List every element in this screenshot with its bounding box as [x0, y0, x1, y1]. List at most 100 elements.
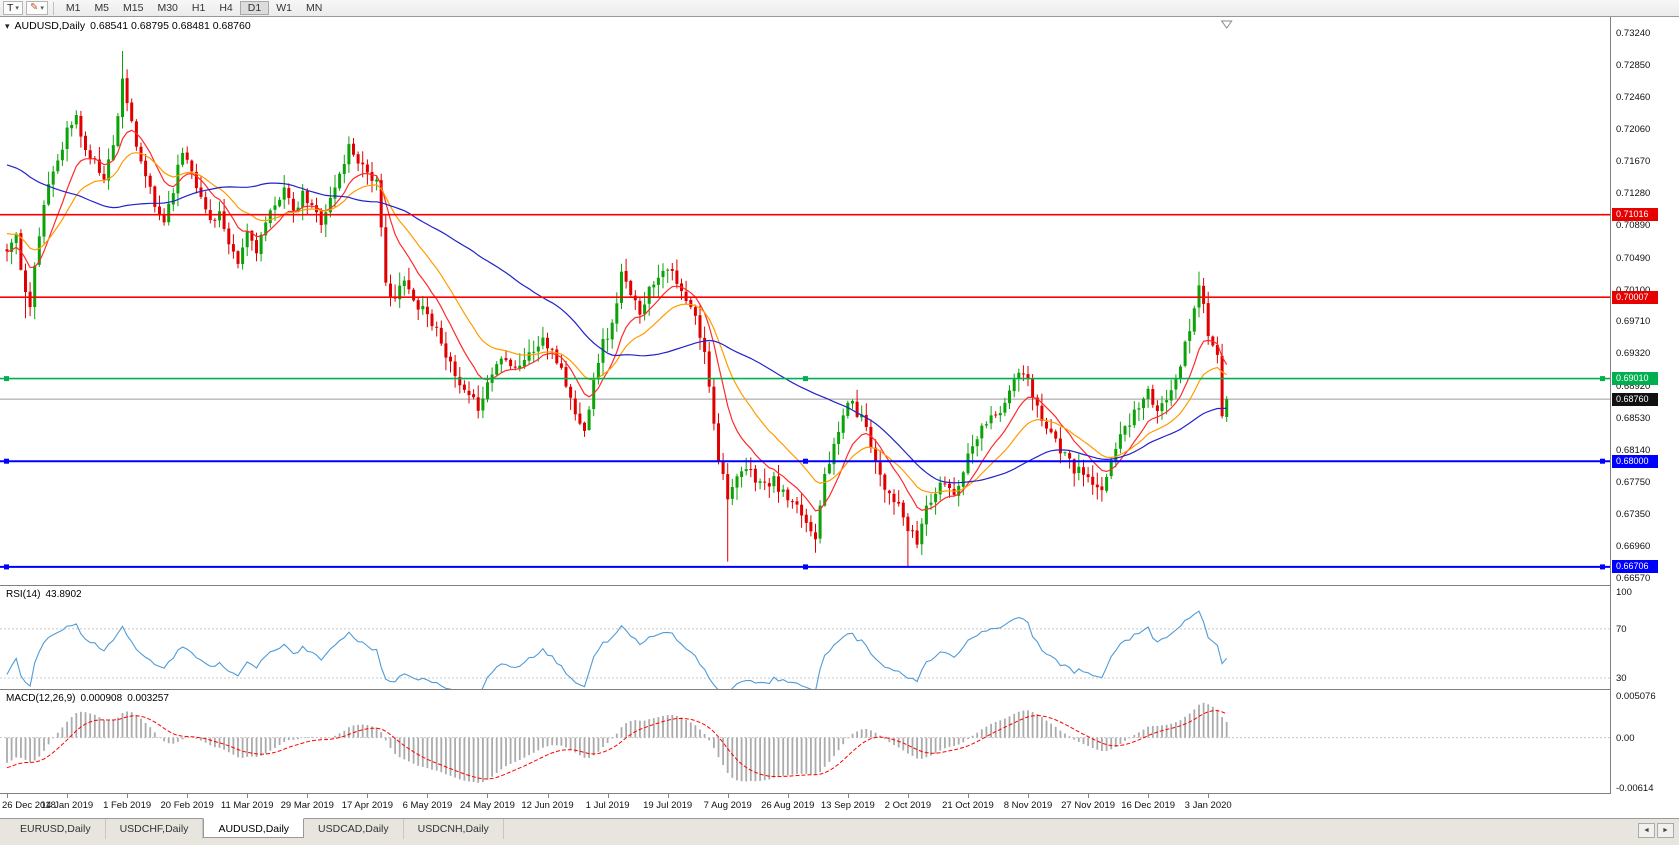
timeframe-button-D1[interactable]: D1 — [239, 1, 270, 15]
price-axis: 0.73240 0.72850 0.72460 0.72060 0.71670 0.712… — [1610, 17, 1679, 794]
time-tick-mark — [547, 794, 549, 798]
chart-ohlc-readout: 0.68541 0.68795 0.68481 0.68760 — [90, 20, 251, 32]
rsi-line — [6, 610, 1228, 689]
chart-tab-audusd[interactable]: AUDUSD,Daily — [203, 818, 305, 838]
hline-handle[interactable] — [1600, 564, 1605, 570]
macd-tick-label: 0.005076 — [1616, 691, 1656, 702]
price-tick-label: 0.67750 — [1616, 476, 1651, 488]
time-tick-mark — [847, 794, 849, 798]
time-label: 3 Jan 2020 — [1184, 800, 1232, 811]
tab-scroll-right-button[interactable]: ► — [1657, 823, 1674, 838]
dropdown-caret-icon: ▾ — [15, 4, 19, 12]
timeframe-button-MN[interactable]: MN — [305, 1, 323, 14]
panel-separator — [0, 793, 1679, 794]
time-tick-mark — [1148, 794, 1150, 798]
time-label: 17 Apr 2019 — [341, 800, 393, 811]
timeframe-button-M5[interactable]: M5 — [94, 1, 110, 14]
text-tool-label: T — [7, 2, 14, 14]
time-tick-mark — [1208, 794, 1210, 798]
time-tick-mark — [247, 794, 249, 798]
time-label: 13 Sep 2019 — [820, 800, 875, 811]
time-tick-mark — [907, 794, 909, 798]
text-tool-button[interactable]: T ▾ — [3, 1, 23, 15]
rsi-chart-canvas[interactable] — [0, 586, 1610, 689]
timeframe-button-M30[interactable]: M30 — [157, 1, 178, 14]
price-tick-label: 0.66960 — [1616, 541, 1651, 553]
tab-scroll-controls: ◄ ► — [1638, 823, 1674, 838]
time-label: 21 Oct 2019 — [942, 800, 994, 811]
time-tick-mark — [1028, 794, 1030, 798]
time-tick-mark — [127, 794, 129, 798]
rsi-tick-label: 30 — [1616, 673, 1627, 684]
macd-chart-canvas[interactable] — [0, 690, 1610, 793]
drawing-tool-button[interactable]: ✎ ▾ — [25, 1, 48, 15]
panel-separator[interactable] — [0, 689, 1679, 690]
price-tick-label: 0.73240 — [1616, 28, 1651, 39]
time-tick-mark — [427, 794, 429, 798]
rsi-tick-label: 100 — [1616, 587, 1632, 598]
time-label: 26 Aug 2019 — [761, 800, 815, 811]
chart-tab-bar: EURUSD,Daily USDCHF,Daily AUDUSD,Daily USDC… — [0, 818, 1679, 845]
time-tick-mark — [1088, 794, 1090, 798]
rsi-tick-label: 70 — [1616, 623, 1627, 635]
hline-handle[interactable] — [4, 376, 9, 382]
time-tick-mark — [7, 794, 8, 798]
time-label: 2 Oct 2019 — [884, 800, 932, 811]
price-tick-label: 0.72060 — [1616, 124, 1651, 136]
timeframe-button-H1[interactable]: H1 — [191, 1, 206, 14]
timeframe-button-M15[interactable]: M15 — [123, 1, 144, 14]
hline-handle[interactable] — [4, 458, 9, 464]
time-label: 7 Aug 2019 — [703, 800, 752, 811]
time-axis: 26 Dec 2018 14 Jan 2019 1 Feb 2019 20 Feb 2… — [0, 794, 1679, 818]
rsi-name: RSI(14) — [6, 589, 41, 600]
timeframe-button-W1[interactable]: W1 — [276, 1, 292, 14]
hline-handle[interactable] — [803, 458, 808, 464]
pencil-icon: ✎ — [29, 2, 39, 13]
tab-scroll-left-button[interactable]: ◄ — [1638, 823, 1655, 838]
moving-average-line-1 — [6, 152, 1227, 494]
time-label: 11 Mar 2019 — [220, 800, 274, 811]
timeframe-button-M1[interactable]: M1 — [65, 1, 81, 14]
chart-shift-marker[interactable] — [1220, 20, 1233, 29]
chart-tab-usdcad[interactable]: USDCAD,Daily — [304, 819, 404, 839]
hline-handle[interactable] — [1600, 458, 1605, 464]
time-tick-mark — [187, 794, 189, 798]
price-badge-0.68760: 0.68760 — [1612, 392, 1658, 406]
time-tick-mark — [787, 794, 789, 798]
chart-tab-usdcnh[interactable]: USDCNH,Daily — [404, 819, 504, 839]
macd-main-value: 0.000908 — [80, 693, 123, 704]
price-badge-0.70007: 0.70007 — [1612, 290, 1658, 304]
price-badge-0.66706: 0.66706 — [1612, 560, 1658, 574]
price-tick-label: 0.70490 — [1616, 252, 1651, 264]
time-label: 24 May 2019 — [460, 800, 515, 811]
time-label: 26 Dec 2018 — [2, 800, 56, 811]
time-label: 19 Jul 2019 — [643, 800, 693, 811]
panel-separator[interactable] — [0, 585, 1679, 586]
timeframe-button-H4[interactable]: H4 — [219, 1, 233, 14]
time-label: 6 May 2019 — [402, 800, 453, 811]
price-badge-0.69010: 0.69010 — [1612, 372, 1658, 386]
rsi-indicator-label: RSI(14) 43.8902 — [6, 589, 87, 600]
hline-handle[interactable] — [803, 564, 808, 570]
time-tick-mark — [967, 794, 969, 798]
price-badge-0.71016: 0.71016 — [1612, 208, 1658, 222]
price-tick-label: 0.69710 — [1616, 316, 1651, 328]
time-tick-mark — [67, 794, 69, 798]
hline-handle[interactable] — [803, 376, 808, 382]
hline-handle[interactable] — [4, 564, 9, 570]
time-label: 27 Nov 2019 — [1061, 800, 1116, 811]
price-tick-label: 0.68140 — [1616, 444, 1651, 456]
price-tick-label: 0.66570 — [1616, 573, 1651, 584]
chart-tab-eurusd[interactable]: EURUSD,Daily — [6, 819, 106, 839]
hline-handle[interactable] — [1600, 376, 1605, 382]
price-chart-canvas[interactable] — [0, 17, 1610, 585]
price-badge-0.68000: 0.68000 — [1612, 454, 1658, 468]
macd-tick-label: -0.00614 — [1616, 783, 1654, 794]
time-tick-mark — [487, 794, 489, 798]
time-label: 8 Nov 2019 — [1003, 800, 1053, 811]
one-click-trading-icon[interactable]: ▾ — [5, 20, 10, 31]
time-label: 16 Dec 2019 — [1121, 800, 1176, 811]
time-label: 14 Jan 2019 — [40, 800, 94, 811]
chart-tab-usdchf[interactable]: USDCHF,Daily — [106, 819, 204, 839]
time-tick-mark — [367, 794, 369, 798]
